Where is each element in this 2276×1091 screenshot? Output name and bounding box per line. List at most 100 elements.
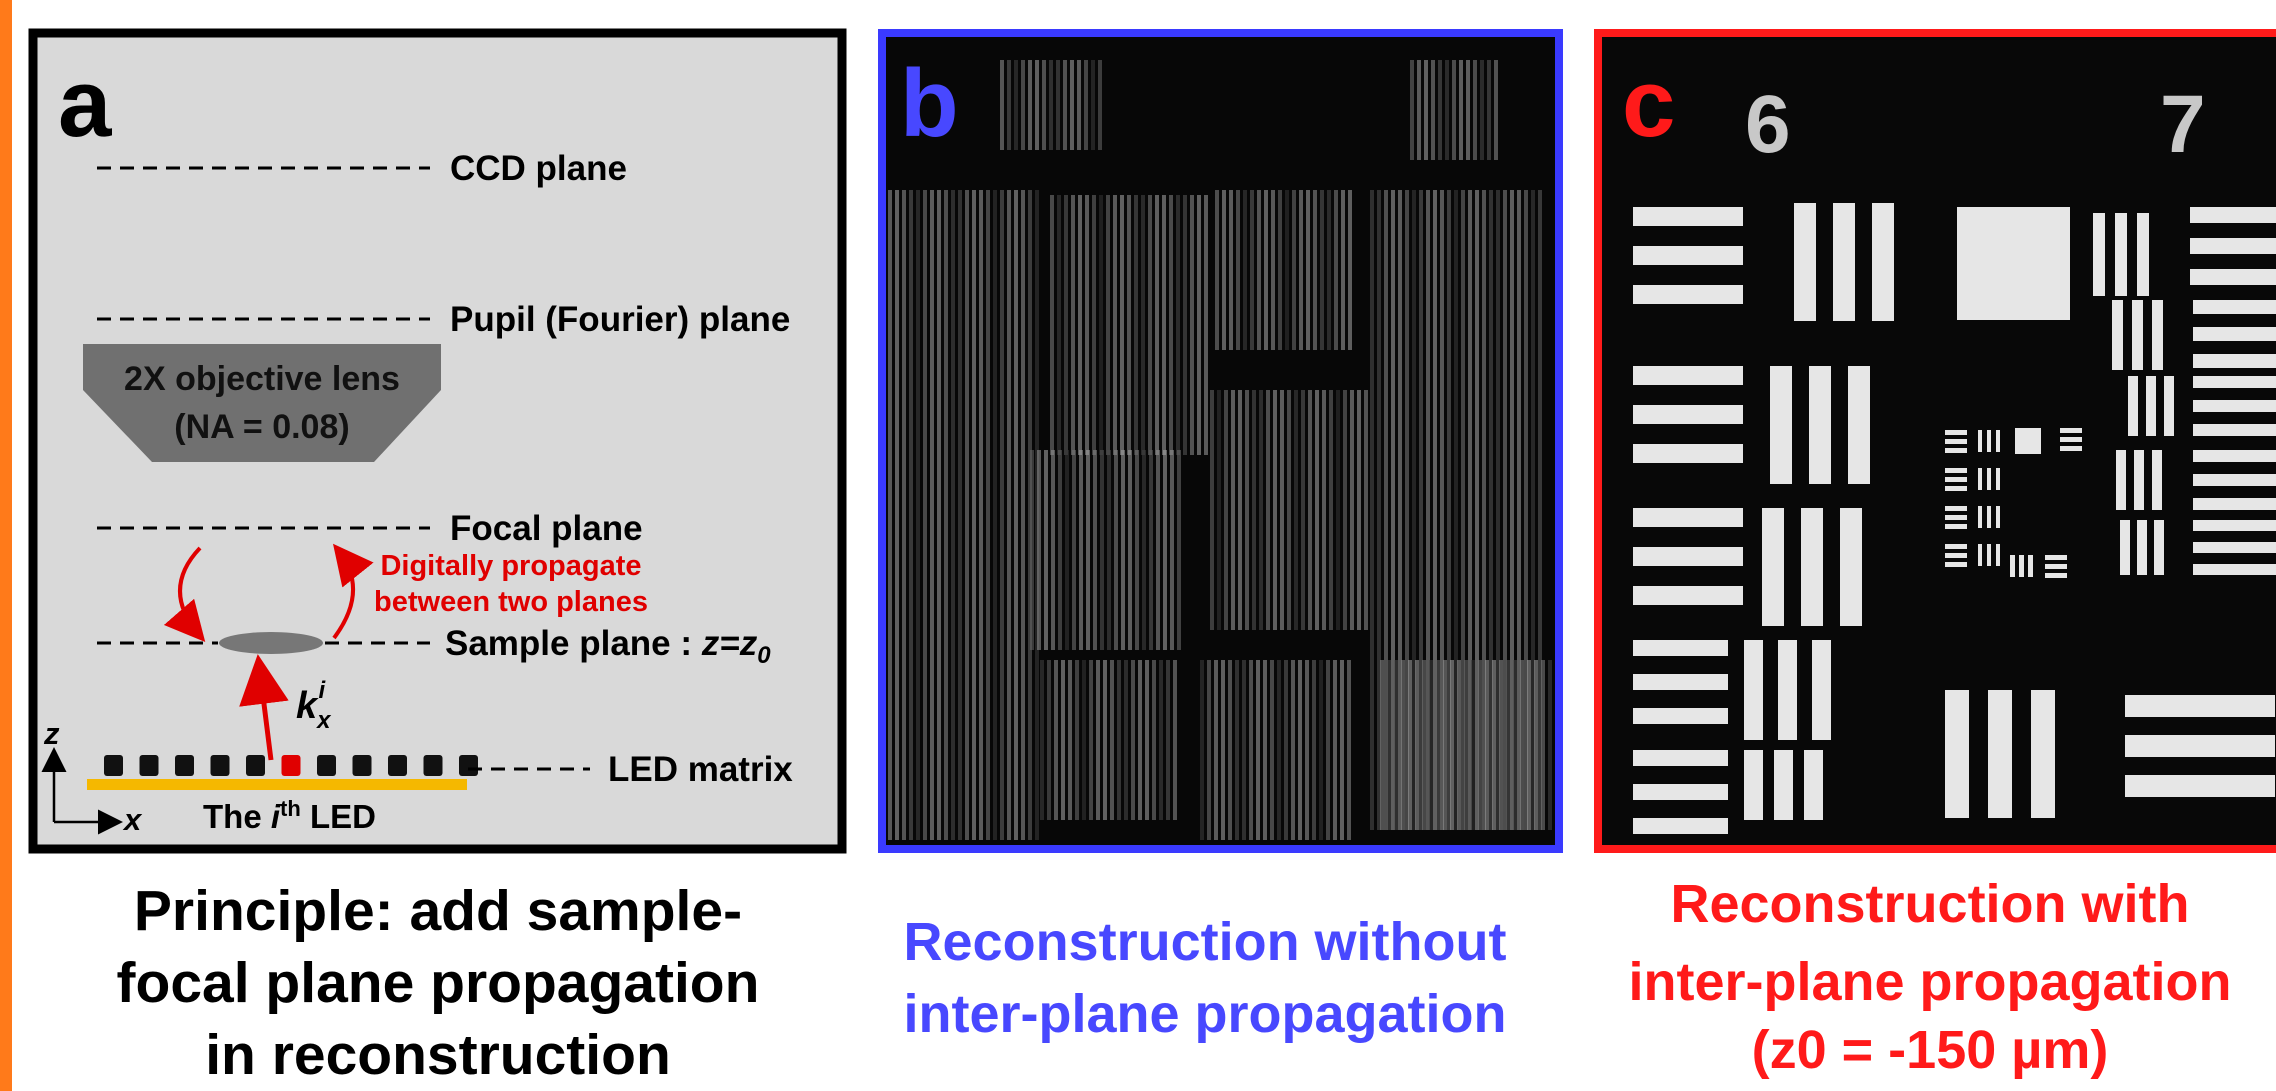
image-texture xyxy=(1030,450,1034,650)
target-bar xyxy=(2031,690,2055,818)
image-texture xyxy=(1142,450,1146,650)
image-texture xyxy=(1063,60,1067,150)
target-bar xyxy=(1957,207,2070,320)
image-texture xyxy=(1370,190,1374,830)
image-texture xyxy=(1110,660,1114,820)
target-bar xyxy=(1945,690,1969,818)
target-bar xyxy=(1978,544,1982,566)
image-texture xyxy=(1285,190,1289,350)
image-texture xyxy=(1007,60,1011,150)
image-texture xyxy=(1120,195,1124,455)
target-bar xyxy=(2045,555,2067,560)
target-bar xyxy=(1872,203,1894,321)
target-bar xyxy=(1848,366,1870,484)
image-texture xyxy=(1047,660,1051,820)
image-texture xyxy=(1315,390,1319,630)
image-texture xyxy=(1548,660,1552,830)
led xyxy=(317,755,336,776)
target-bar xyxy=(1840,508,1862,626)
image-texture xyxy=(1306,190,1310,350)
led xyxy=(459,755,478,776)
image-texture xyxy=(1266,390,1270,630)
target-bar xyxy=(2193,542,2276,553)
target-bar xyxy=(2115,213,2127,296)
image-texture xyxy=(1014,60,1018,150)
target-bar xyxy=(1633,246,1743,265)
image-texture xyxy=(1273,390,1277,630)
image-texture xyxy=(1145,660,1149,820)
target-bar xyxy=(2132,300,2143,370)
led xyxy=(104,755,123,776)
image-texture xyxy=(1084,60,1088,150)
image-texture xyxy=(1162,195,1166,455)
image-texture xyxy=(888,190,892,840)
image-texture xyxy=(1222,190,1226,350)
target-bar xyxy=(2045,564,2067,569)
image-texture xyxy=(1387,660,1391,830)
image-texture xyxy=(1452,60,1456,160)
image-texture xyxy=(1287,390,1291,630)
led-board xyxy=(87,779,467,790)
image-texture xyxy=(1148,195,1152,455)
image-texture xyxy=(1485,660,1489,830)
target-bar xyxy=(1633,750,1728,766)
image-texture xyxy=(1096,660,1100,820)
lens-label: 2X objective lens xyxy=(124,360,400,398)
image-texture xyxy=(1513,660,1517,830)
led xyxy=(353,755,372,776)
target-bar xyxy=(2152,450,2162,510)
image-texture xyxy=(1252,390,1256,630)
image-texture xyxy=(1473,60,1477,160)
caption: focal plane propagation xyxy=(117,951,760,1015)
z-axis-label: z xyxy=(43,716,60,751)
image-texture xyxy=(1128,450,1132,650)
image-texture xyxy=(1292,190,1296,350)
image-texture xyxy=(1534,660,1538,830)
target-bar xyxy=(2010,555,2015,577)
target-bar xyxy=(1996,506,2000,528)
target-label: 7 xyxy=(2160,79,2206,170)
target-bar xyxy=(1987,544,1991,566)
image-texture xyxy=(1464,660,1468,830)
image-texture xyxy=(1229,190,1233,350)
image-texture xyxy=(1079,450,1083,650)
image-texture xyxy=(1492,660,1496,830)
image-texture xyxy=(1322,390,1326,630)
target-bar xyxy=(2164,376,2174,436)
target-bar xyxy=(1945,544,1967,549)
image-texture xyxy=(1271,190,1275,350)
target-bar xyxy=(1978,468,1982,490)
target-bar xyxy=(2193,474,2276,486)
image-texture xyxy=(1401,660,1405,830)
x-axis-label: x xyxy=(122,802,143,837)
image-texture xyxy=(1078,195,1082,455)
image-texture xyxy=(909,190,913,840)
target-bar xyxy=(2152,300,2163,370)
image-texture xyxy=(1082,660,1086,820)
sample-sub: 0 xyxy=(757,642,771,669)
image-texture xyxy=(1149,450,1153,650)
target-bar xyxy=(1633,708,1728,724)
image-texture xyxy=(1056,60,1060,150)
target-bar xyxy=(1996,544,2000,566)
image-texture xyxy=(1394,660,1398,830)
led xyxy=(282,755,301,776)
image-texture xyxy=(1114,450,1118,650)
image-texture xyxy=(1215,190,1219,350)
target-bar xyxy=(1633,640,1728,656)
image-texture xyxy=(1057,195,1061,455)
image-texture xyxy=(1364,390,1368,630)
panel-b: b xyxy=(882,33,1559,849)
image-texture xyxy=(1176,195,1180,455)
image-texture xyxy=(1040,660,1044,820)
propagate-label: Digitally propagate xyxy=(380,550,641,582)
image-texture xyxy=(1343,390,1347,630)
target-bar xyxy=(1945,486,1967,491)
image-texture xyxy=(1221,660,1225,840)
target-bar xyxy=(2190,238,2276,254)
image-texture xyxy=(1050,195,1054,455)
image-texture xyxy=(1520,660,1524,830)
image-texture xyxy=(1235,660,1239,840)
target-bar xyxy=(1945,448,1967,453)
target-bar xyxy=(2060,437,2082,442)
